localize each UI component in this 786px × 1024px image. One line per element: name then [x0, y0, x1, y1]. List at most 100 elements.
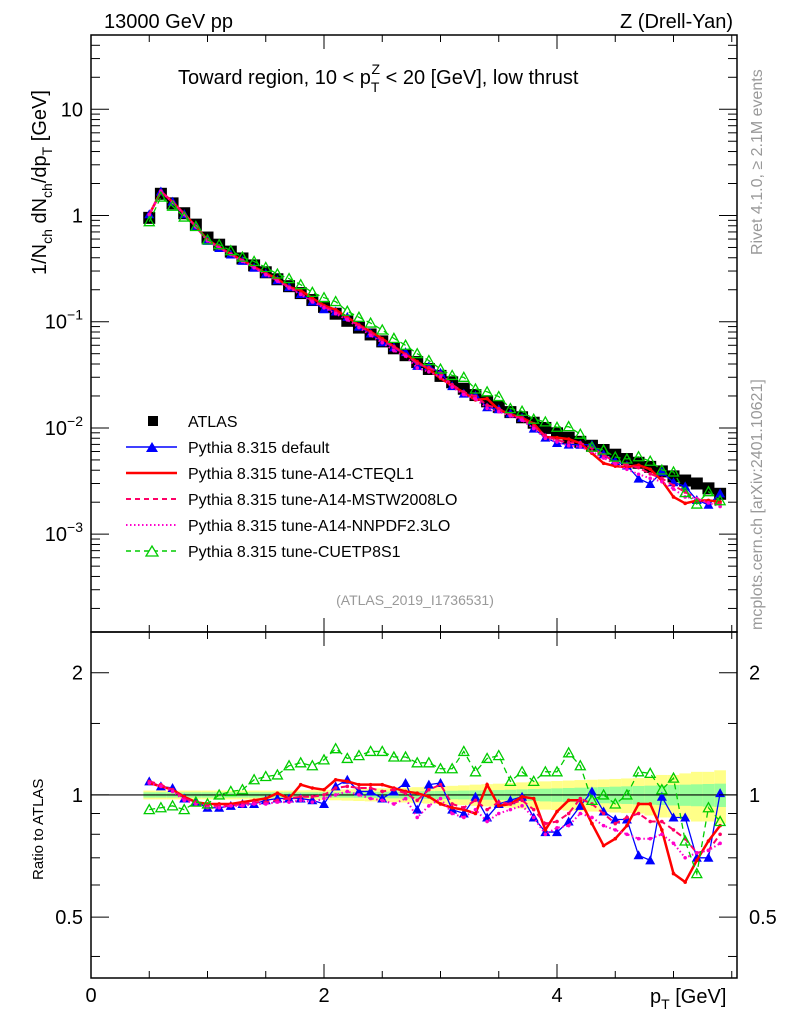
ratio-point-2 — [601, 811, 606, 816]
ratio-point-3 — [333, 793, 338, 797]
ratio-series-line-2 — [148, 780, 721, 854]
ratio-point-2 — [322, 793, 326, 797]
ratio-point-2 — [298, 794, 303, 799]
main-point-cuetp8s1 — [166, 199, 179, 211]
main-point-cuetp8s1 — [457, 370, 470, 382]
ratio-point-3 — [531, 815, 536, 820]
ratio-series-line-3 — [148, 782, 721, 860]
main-point-1 — [601, 461, 606, 466]
ratio-point-3 — [706, 848, 711, 853]
ratio-point-cuetp8s1 — [364, 745, 377, 757]
main-point-1 — [555, 435, 559, 440]
main-point-1 — [298, 288, 303, 293]
ratio-point-cuetp8s1 — [714, 815, 727, 827]
ratio-point-cuetp8s1 — [317, 753, 331, 765]
main-point-1 — [485, 396, 489, 401]
ratio-tick-label-left: 1 — [72, 785, 83, 807]
main-point-default — [715, 488, 726, 498]
ratio-point-2 — [613, 821, 618, 826]
main-point-cuetp8s1 — [364, 316, 377, 328]
ratio-point-3 — [345, 789, 350, 794]
main-point-cuetp8s1 — [632, 450, 645, 462]
ratio-point-cuetp8s1 — [550, 765, 564, 777]
ratio-point-2 — [450, 802, 454, 806]
ratio-point-cuetp8s1 — [213, 788, 226, 800]
ratio-point-1 — [520, 794, 524, 799]
main-point-3 — [555, 440, 559, 444]
ratio-point-default — [703, 852, 714, 862]
legend-item-cteql1: Pythia 8.315 tune-A14-CTEQL1 — [126, 466, 414, 483]
ratio-point-3 — [380, 798, 385, 803]
main-point-3 — [636, 472, 641, 477]
main-point-3 — [415, 366, 420, 370]
legend-label: Pythia 8.315 tune-A14-MSTW2008LO — [188, 492, 457, 509]
ratio-point-cuetp8s1 — [166, 799, 179, 811]
main-point-1 — [706, 498, 711, 503]
ratio-series-line-1 — [148, 778, 722, 884]
main-point-cuetp8s1 — [294, 278, 307, 290]
main-point-2 — [496, 406, 501, 411]
x-tick-label: 2 — [318, 985, 329, 1007]
ratio-point-3 — [287, 800, 291, 804]
ratio-point-2 — [462, 805, 466, 810]
main-point-3 — [543, 436, 548, 441]
main-point-3 — [345, 318, 350, 322]
legend: ATLAS Pythia 8.315 default Pythia 8.315 … — [126, 414, 457, 561]
ratio-point-1 — [298, 782, 303, 787]
ratio-point-1 — [438, 802, 443, 806]
ratio-point-1 — [590, 821, 594, 826]
main-point-2 — [368, 330, 373, 335]
ratio-point-3 — [427, 804, 431, 808]
ratio-point-3 — [520, 804, 524, 808]
ratio-point-default — [330, 781, 341, 791]
main-plot-marks — [143, 186, 727, 509]
ratio-point-default — [458, 808, 469, 818]
ratio-point-2 — [555, 819, 559, 824]
main-point-3 — [718, 504, 722, 509]
ratio-point-3 — [392, 802, 396, 806]
ratio-point-2 — [543, 821, 548, 826]
ratio-point-2 — [310, 794, 315, 799]
ratio-point-3 — [683, 856, 687, 860]
main-point-cuetp8s1 — [550, 420, 564, 432]
main-point-3 — [601, 456, 606, 460]
main-point-default — [645, 479, 656, 489]
ratio-point-cuetp8s1 — [399, 750, 412, 762]
main-point-cuetp8s1 — [446, 369, 459, 381]
main-point-3 — [287, 286, 291, 290]
ratio-point-1 — [531, 796, 536, 801]
main-point-2 — [566, 440, 571, 445]
ratio-point-2 — [508, 802, 513, 806]
ratio-point-2 — [427, 787, 431, 792]
ratio-point-3 — [240, 804, 245, 808]
main-point-1 — [566, 437, 571, 441]
ratio-point-cuetp8s1 — [574, 759, 587, 771]
ratio-point-cuetp8s1 — [457, 745, 470, 757]
ratio-point-3 — [252, 802, 256, 806]
ratio-point-2 — [345, 784, 350, 789]
ratio-point-2 — [357, 786, 361, 790]
ratio-point-3 — [403, 796, 408, 801]
ratio-point-1 — [310, 786, 315, 790]
ratio-point-3 — [695, 851, 699, 855]
main-point-3 — [263, 272, 268, 277]
ratio-point-default — [645, 855, 656, 865]
ratio-point-cuetp8s1 — [387, 750, 401, 762]
ratio-point-3 — [578, 811, 583, 816]
legend-item-default: Pythia 8.315 default — [126, 440, 330, 457]
main-point-cuetp8s1 — [224, 244, 237, 256]
main-point-3 — [252, 265, 256, 270]
main-series-line-3 — [148, 189, 721, 508]
ratio-point-1 — [706, 839, 711, 843]
main-point-cuetp8s1 — [306, 286, 319, 298]
ratio-tick-label-right: 0.5 — [749, 907, 777, 929]
main-point-cuetp8s1 — [143, 215, 156, 227]
main-point-cuetp8s1 — [178, 210, 191, 222]
legend-label: Pythia 8.315 tune-CUETP8S1 — [188, 544, 401, 561]
ratio-point-3 — [485, 819, 489, 824]
ratio-point-cuetp8s1 — [481, 752, 494, 764]
ratio-point-3 — [508, 807, 513, 812]
ratio-point-2 — [625, 815, 629, 820]
main-point-2 — [671, 483, 676, 488]
ratio-point-2 — [566, 811, 571, 816]
